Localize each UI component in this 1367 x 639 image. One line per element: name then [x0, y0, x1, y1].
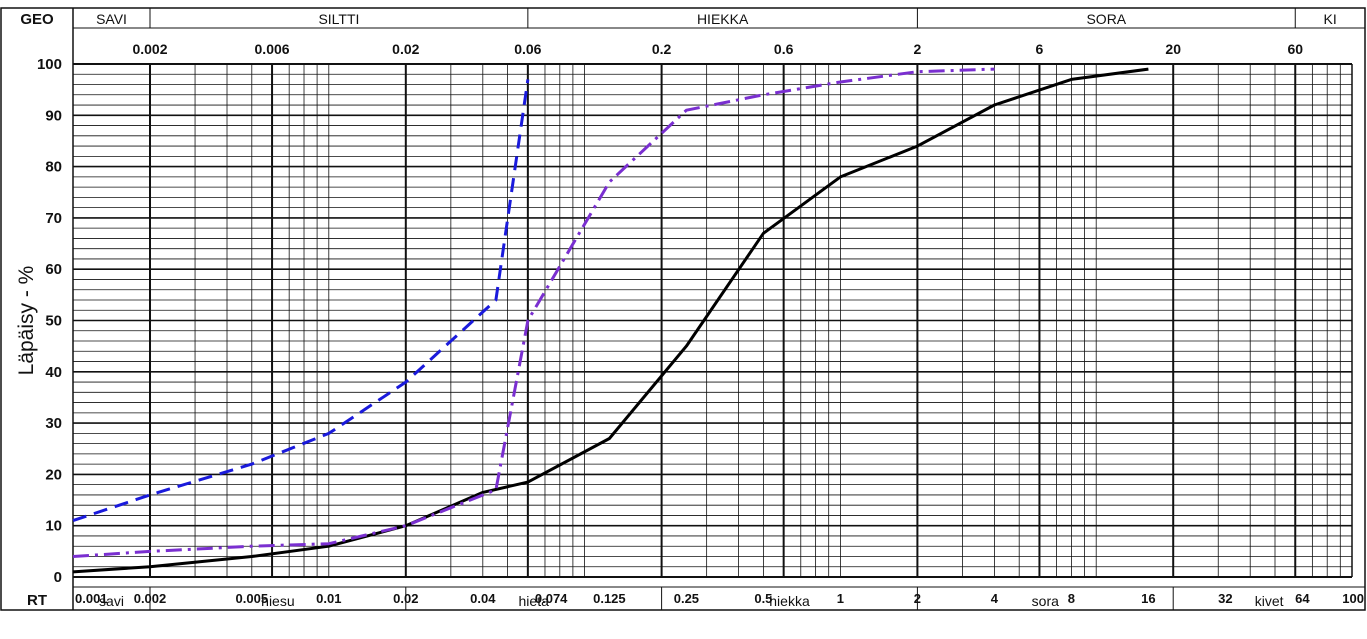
- rt-cell-label: hiesu: [261, 593, 294, 609]
- geo-cell-label: SAVI: [96, 11, 127, 27]
- y-tick-label: 70: [45, 210, 62, 227]
- y-tick-label: 40: [45, 364, 62, 381]
- bottom-tick-label: 0.005: [236, 591, 269, 606]
- top-tick-label: 6: [1036, 41, 1044, 57]
- top-tick-label: 0.6: [774, 41, 794, 57]
- geo-cell-label: SORA: [1086, 11, 1126, 27]
- y-tick-label: 0: [54, 569, 62, 586]
- chart-frame: [0, 7, 1366, 611]
- bottom-tick-label: 1: [837, 591, 844, 606]
- y-tick-label: 90: [45, 107, 62, 124]
- bottom-tick-label: 100: [1342, 591, 1364, 606]
- y-axis-label: Läpäisy - %: [15, 266, 38, 376]
- top-tick-label: 20: [1165, 41, 1181, 57]
- y-tick-label: 50: [45, 313, 62, 330]
- top-tick-label: 0.2: [652, 41, 672, 57]
- geo-cell-label: SILTTI: [318, 11, 359, 27]
- y-tick-label: 60: [45, 261, 62, 278]
- series-line-3: [72, 67, 995, 558]
- bottom-tick-label: 16: [1141, 591, 1155, 606]
- geo-cell-label: HIEKKA: [697, 11, 749, 27]
- series-line-2: [72, 79, 530, 523]
- bottom-tick-label: 0.04: [470, 591, 496, 606]
- y-tick-label: 20: [45, 466, 62, 483]
- geo-cell-label: KI: [1324, 11, 1337, 27]
- top-tick-label: 0.002: [132, 41, 167, 57]
- rt-cell-label: hiekka: [769, 593, 810, 609]
- top-tick-label: 2: [914, 41, 922, 57]
- bottom-tick-label: 8: [1068, 591, 1075, 606]
- top-tick-label: 0.02: [392, 41, 419, 57]
- bottom-tick-label: 4: [991, 591, 999, 606]
- rt-cell-label: savi: [99, 593, 124, 609]
- y-tick-label: 100: [37, 56, 62, 73]
- bottom-tick-label: 64: [1295, 591, 1310, 606]
- top-tick-label: 60: [1287, 41, 1303, 57]
- rt-cell-label: sora: [1032, 593, 1059, 609]
- bottom-tick-label: 0.5: [754, 591, 772, 606]
- bottom-tick-label: 0.001: [75, 591, 108, 606]
- rt-cell-label: hieta: [519, 593, 550, 609]
- rt-cell-label: kivet: [1255, 593, 1284, 609]
- top-tick-label: 0.06: [514, 41, 541, 57]
- y-tick-label: 80: [45, 159, 62, 176]
- top-tick-label: 0.006: [255, 41, 290, 57]
- y-tick-label: 30: [45, 415, 62, 432]
- geo-row-label: GEO: [20, 11, 54, 28]
- rt-row-label: RT: [27, 592, 47, 609]
- bottom-tick-label: 0.074: [535, 591, 568, 606]
- bottom-tick-label: 0.25: [674, 591, 699, 606]
- y-tick-label: 10: [45, 518, 62, 535]
- bottom-tick-label: 0.125: [593, 591, 626, 606]
- series-line-1: [72, 67, 1149, 574]
- bottom-tick-label: 0.01: [316, 591, 341, 606]
- bottom-tick-label: 32: [1218, 591, 1232, 606]
